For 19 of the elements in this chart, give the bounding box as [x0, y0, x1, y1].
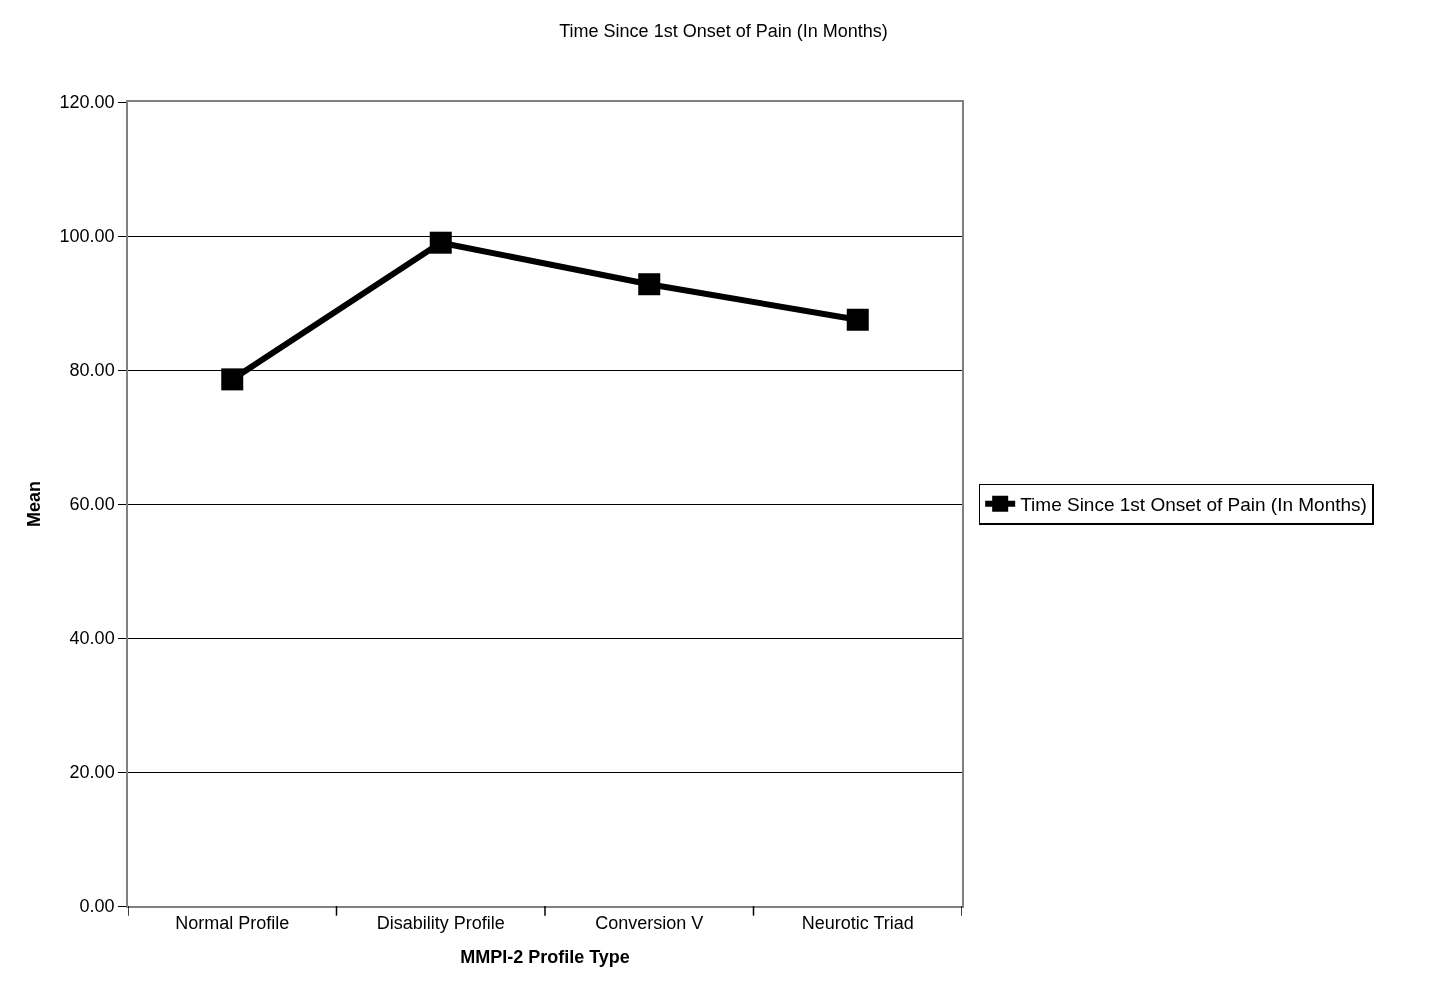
- point: [846, 308, 869, 331]
- chart-title: Time Since 1st Onset of Pain (In Months): [559, 21, 888, 42]
- x-tick-label: Neurotic Triad: [801, 913, 914, 934]
- legend-label: Time Since 1st Onset of Pain (In Months): [1020, 494, 1367, 516]
- y-tick-label: 60.00: [69, 494, 115, 515]
- x-tick-label: Normal Profile: [175, 913, 290, 934]
- y-tick-label: 100.00: [59, 226, 115, 247]
- y-tick-label: 80.00: [69, 360, 115, 381]
- y-tick-label: 20.00: [69, 762, 115, 783]
- y-tick-label: 120.00: [59, 92, 115, 113]
- y-tick-label: 40.00: [69, 628, 115, 649]
- y-tick-label: 0.00: [79, 896, 115, 917]
- x-tick-label: Disability Profile: [376, 913, 505, 934]
- y-axis-title: Mean: [24, 480, 45, 528]
- point: [221, 368, 244, 391]
- point: [429, 231, 452, 254]
- x-axis-title: MMPI-2 Profile Type: [460, 946, 630, 967]
- x-tick-label: Conversion V: [595, 913, 704, 934]
- point: [638, 273, 661, 296]
